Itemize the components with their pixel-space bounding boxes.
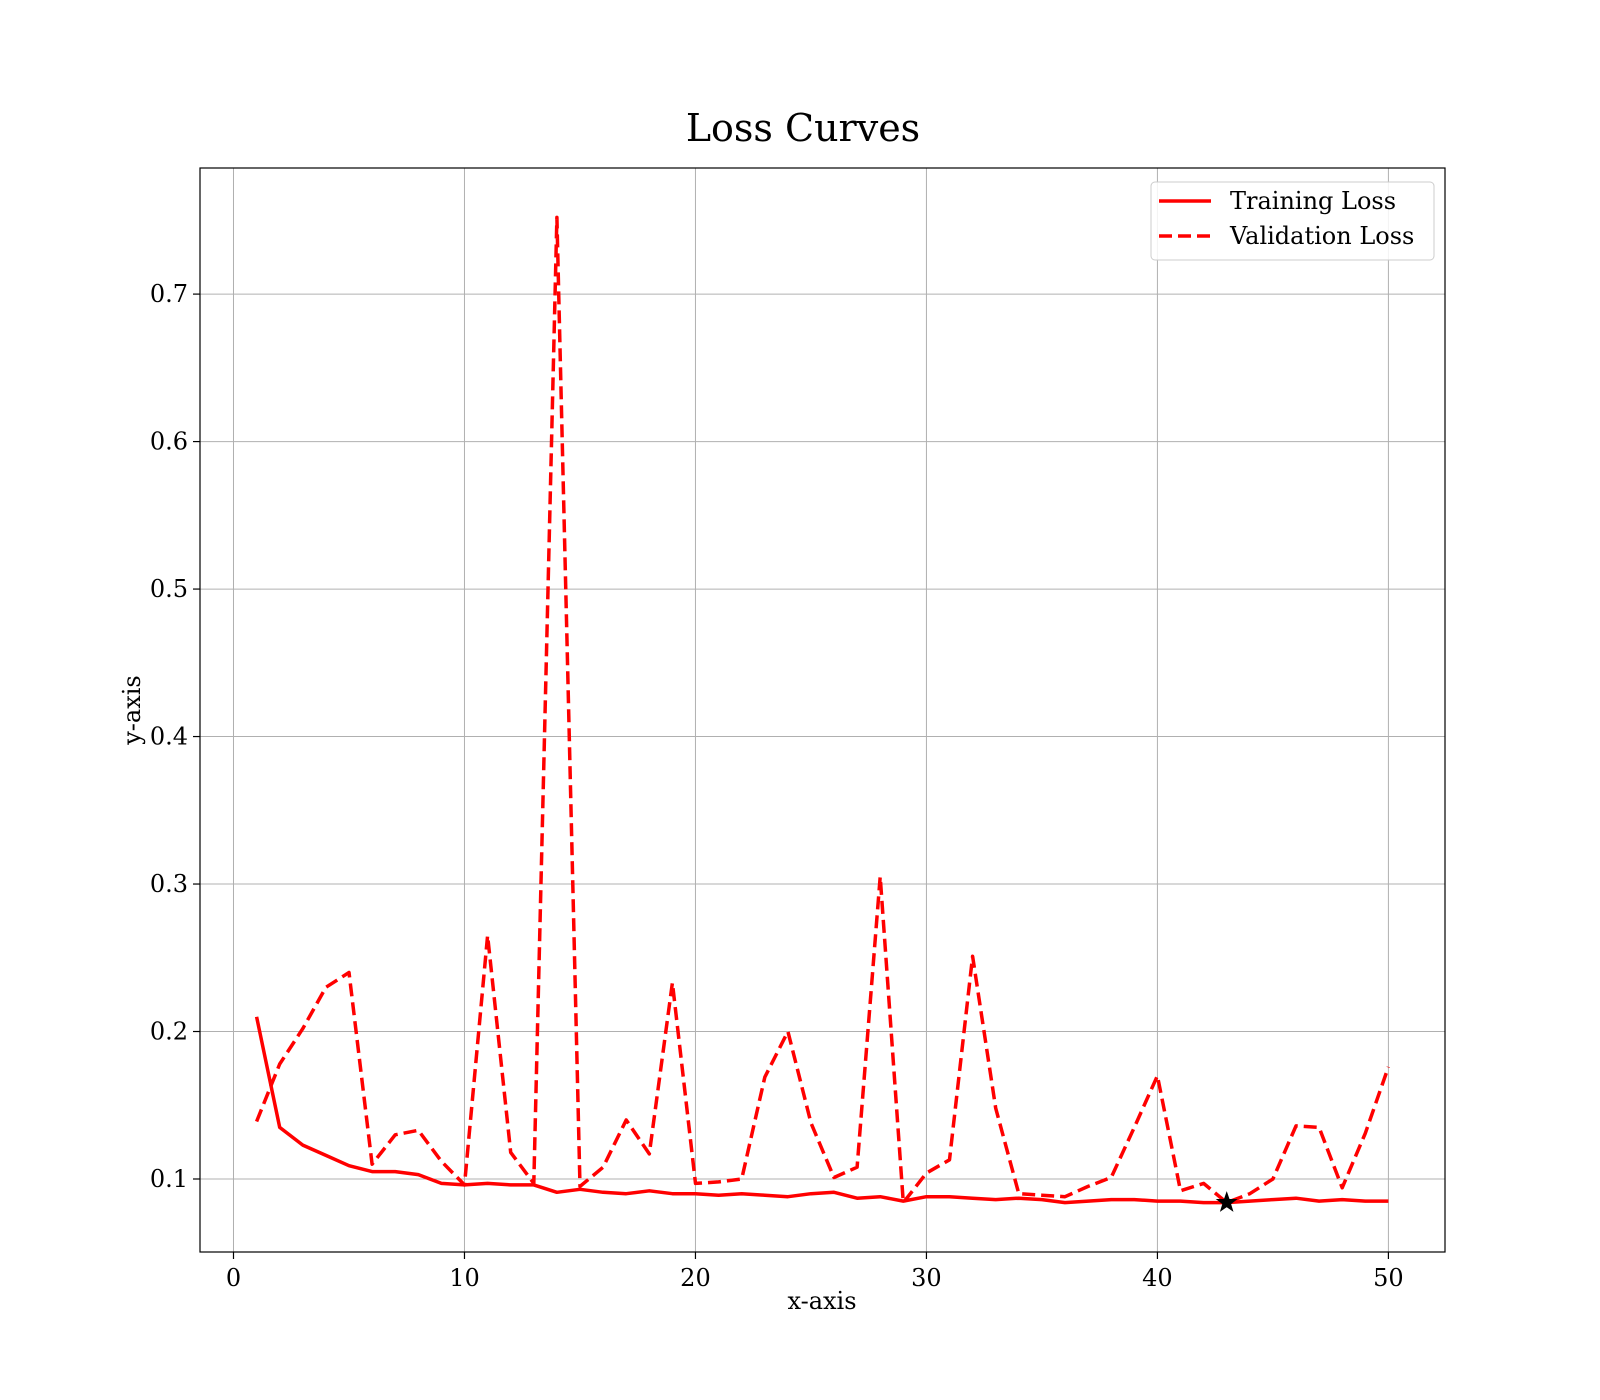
grid — [200, 168, 1445, 1252]
y-tick-label: 0.4 — [150, 723, 188, 751]
x-tick-label: 40 — [1142, 1264, 1173, 1292]
y-tick-label: 0.3 — [150, 870, 188, 898]
legend-validation-label: Validation Loss — [1229, 222, 1414, 250]
series-validation-loss — [254, 215, 1391, 1205]
x-tick-label: 10 — [449, 1264, 480, 1292]
x-tick-label: 30 — [911, 1264, 942, 1292]
legend: Training Loss Validation Loss — [1150, 181, 1435, 261]
y-tick-label: 0.5 — [150, 575, 188, 603]
y-axis-label: y-axis — [118, 675, 146, 746]
x-axis-label: x-axis — [787, 1287, 856, 1315]
min-validation-star-icon — [1215, 1191, 1238, 1212]
series-lines — [254, 215, 1391, 1205]
y-tick-label: 0.6 — [150, 428, 188, 456]
x-tick-label: 50 — [1373, 1264, 1404, 1292]
y-tick-label: 0.2 — [150, 1018, 188, 1046]
x-tick-label: 0 — [226, 1264, 241, 1292]
y-tick-label: 0.1 — [150, 1165, 188, 1193]
plot-frame — [199, 167, 1446, 1253]
axis-ticks: 0 10 20 30 40 50 0.1 0.2 0.3 0.4 0.5 0.6 0.7 — [150, 280, 1404, 1292]
x-tick-label: 20 — [680, 1264, 711, 1292]
y-tick-label: 0.7 — [150, 280, 188, 308]
series-training-loss — [254, 1016, 1389, 1205]
legend-training-label: Training Loss — [1230, 187, 1396, 215]
chart-title: Loss Curves — [686, 106, 920, 150]
legend-box — [1150, 181, 1435, 261]
marker-layer — [1215, 1191, 1238, 1212]
